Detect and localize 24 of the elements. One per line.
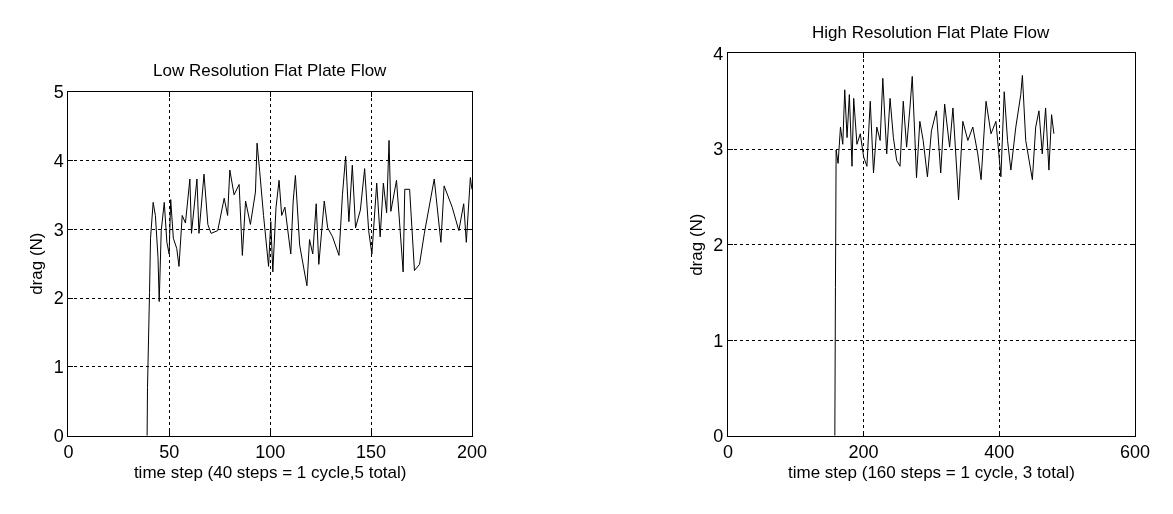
x-tick-label: 150 [356,442,387,463]
x-tick-label: 400 [984,442,1015,463]
x-tick-label: 600 [1119,442,1150,463]
x-tick-label: 50 [159,442,180,463]
y-tick-label: 3 [53,219,64,240]
x-tick-label: 200 [456,442,487,463]
y-tick-label: 4 [713,43,724,64]
y-tick-label: 5 [53,81,64,102]
y-tick-label: 1 [713,330,724,351]
chart-title: High Resolution Flat Plate Flow [812,23,1050,42]
y-axis-title: drag (N) [27,232,47,295]
chart-title: Low Resolution Flat Plate Flow [153,61,388,80]
y-tick-label: 2 [713,234,724,255]
y-tick-label: 0 [713,426,724,447]
y-tick-label: 1 [53,357,64,378]
y-tick-label: 2 [53,288,64,309]
x-axis-title: time step (40 steps = 1 cycle,5 total) [133,462,407,482]
y-tick-label: 3 [713,139,724,160]
x-tick-label: 200 [848,442,879,463]
y-axis-title: drag (N) [686,213,706,276]
y-tick-label: 4 [53,150,64,171]
x-tick-label: 100 [255,442,286,463]
y-tick-label: 0 [53,426,64,447]
x-axis-title: time step (160 steps = 1 cycle, 3 total) [788,462,1075,482]
